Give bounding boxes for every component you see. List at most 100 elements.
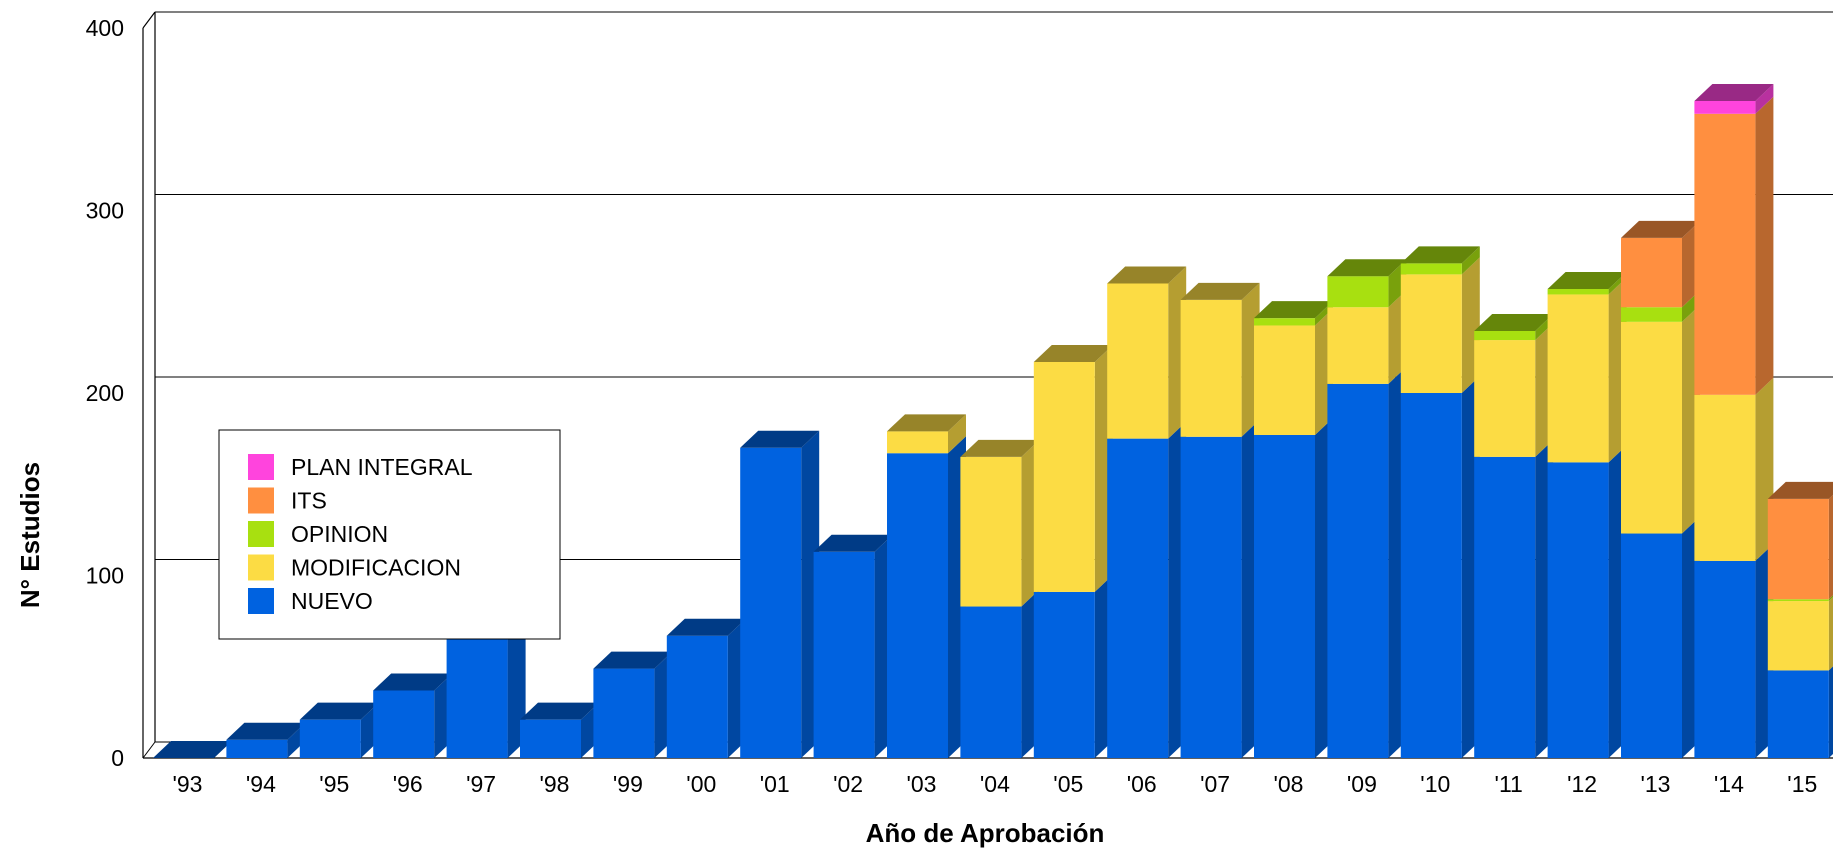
legend-swatch <box>248 521 274 547</box>
bar-segment-plan-integral <box>1694 101 1756 114</box>
bar-segment-nuevo-top <box>593 651 673 669</box>
bar-segment-nuevo <box>960 606 1022 758</box>
bar-segment-nuevo <box>373 690 435 758</box>
x-tick-label: '96 <box>393 771 423 797</box>
bar-segment-nuevo <box>1107 438 1169 758</box>
bar-95 <box>299 702 379 758</box>
bar-segment-nuevo-top <box>373 673 453 691</box>
bar-98 <box>520 702 599 758</box>
bar-00 <box>666 618 746 758</box>
bar-segment-its-side <box>1828 494 1833 600</box>
x-tick-label: '12 <box>1567 771 1597 797</box>
bar-96 <box>373 673 453 758</box>
bar-segment-its-top <box>1621 220 1700 238</box>
x-tick-label: '10 <box>1420 771 1450 797</box>
bar-93 <box>153 741 232 758</box>
x-tick-label: '01 <box>760 771 790 797</box>
bar-15 <box>1767 481 1833 758</box>
bar-segment-nuevo-top <box>520 702 599 720</box>
bar-segment-modificacion <box>1327 307 1389 384</box>
x-tick-labels: '93 '94 '95 '96 '97 '98 '99 '00 '01 '02 '03 '04 '05 '… <box>173 771 1818 797</box>
bar-segment-opinion-side <box>1461 246 1480 275</box>
bar-segment-modificacion <box>1033 361 1095 592</box>
legend-swatch <box>248 588 274 614</box>
y-tick-label: 300 <box>86 198 124 224</box>
legend-swatch <box>248 554 274 581</box>
bar-segment-modificacion-side <box>948 414 966 454</box>
bar-segment-opinion-top <box>1474 313 1554 331</box>
legend-label: MODIFICACION <box>291 555 461 581</box>
y-tick-label: 0 <box>111 745 124 771</box>
bar-94 <box>226 722 306 758</box>
x-tick-label: '07 <box>1200 771 1230 797</box>
bar-segment-nuevo <box>1400 393 1462 758</box>
y-tick-label: 400 <box>86 15 124 41</box>
bar-14 <box>1694 84 1774 758</box>
x-tick-label: '02 <box>833 771 863 797</box>
bar-segment-modificacion <box>1694 394 1756 561</box>
y-tick-labels: 0 100 200 300 400 <box>86 15 124 771</box>
bar-segment-modificacion-top <box>960 439 1040 457</box>
y-axis-top-edge <box>142 11 156 29</box>
legend-label: OPINION <box>291 521 388 547</box>
bar-segment-opinion-top <box>1547 271 1627 289</box>
bar-segment-modificacion <box>1474 340 1536 457</box>
legend-item-plan-integral: PLAN INTEGRAL <box>248 454 473 480</box>
bar-segment-its-side <box>1755 96 1774 395</box>
x-tick-label: '09 <box>1347 771 1377 797</box>
bar-segment-nuevo-top <box>740 430 820 448</box>
bar-segment-nuevo <box>666 635 728 758</box>
bar-segment-nuevo <box>813 551 875 758</box>
x-tick-label: '00 <box>686 771 716 797</box>
bar-segment-nuevo <box>520 719 581 758</box>
bar-segment-plan-integral-top <box>1694 84 1774 101</box>
legend-item-modificacion: MODIFICACION <box>248 554 461 581</box>
x-tick-label: '14 <box>1714 771 1744 797</box>
bar-segment-its <box>1767 498 1829 600</box>
bar-segment-nuevo <box>226 739 288 758</box>
bar-05 <box>1033 344 1113 758</box>
bar-segment-modificacion-top <box>887 414 966 432</box>
x-tick-label: '93 <box>173 771 203 797</box>
legend-swatch <box>248 454 274 480</box>
floor-left-edge <box>142 741 156 759</box>
legend-label: NUEVO <box>291 588 373 614</box>
bar-04 <box>960 439 1040 758</box>
y-tick-label: 100 <box>86 563 124 589</box>
bar-segment-nuevo <box>740 447 802 758</box>
bar-segment-opinion <box>1474 330 1536 341</box>
legend-label: ITS <box>291 488 327 514</box>
bar-segment-nuevo-side <box>1828 666 1833 758</box>
legend-item-nuevo: NUEVO <box>248 588 373 614</box>
bar-segment-opinion-top <box>1254 301 1333 319</box>
bar-11 <box>1474 313 1554 758</box>
x-tick-label: '97 <box>466 771 496 797</box>
x-tick-label: '15 <box>1787 771 1817 797</box>
bar-02 <box>813 534 893 758</box>
bar-segment-opinion <box>1547 288 1609 295</box>
bar-segment-nuevo-top <box>666 618 746 636</box>
bar-segment-modificacion <box>1180 299 1242 437</box>
bar-segment-modificacion-top <box>1107 266 1187 284</box>
bar-segment-opinion <box>1400 263 1462 275</box>
bar-segment-nuevo <box>1033 591 1095 758</box>
bar-segment-modificacion <box>960 456 1022 607</box>
bar-12 <box>1547 271 1627 758</box>
x-tick-label: '08 <box>1274 771 1304 797</box>
legend-box <box>218 429 561 640</box>
bar-segment-nuevo-top <box>813 534 893 552</box>
bar-segment-nuevo <box>1474 456 1536 758</box>
legend-item-its: ITS <box>248 487 327 514</box>
bar-segment-nuevo <box>1547 462 1609 758</box>
bar-segment-modificacion <box>1400 274 1462 393</box>
bar-segment-opinion <box>1254 318 1315 326</box>
x-tick-label: '99 <box>613 771 643 797</box>
x-tick-label: '95 <box>319 771 349 797</box>
bar-segment-modificacion <box>1547 294 1609 463</box>
legend-label: PLAN INTEGRAL <box>291 454 473 480</box>
x-axis-title: Año de Aprobación <box>866 818 1105 848</box>
bar-segment-modificacion <box>1107 283 1169 439</box>
bar-03 <box>887 414 966 758</box>
bar-segment-modificacion-top <box>1033 344 1113 362</box>
